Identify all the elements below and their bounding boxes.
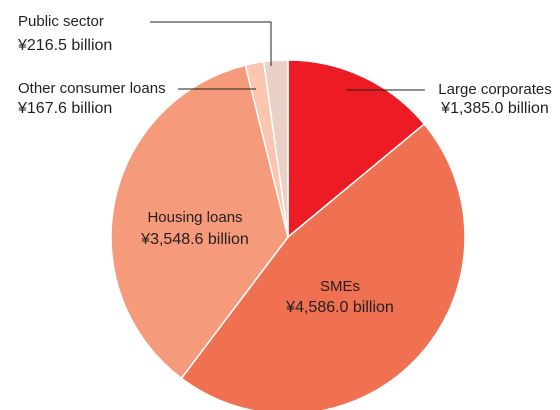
- slice-label: Other consumer loans: [18, 80, 166, 97]
- pie-slice: [262, 59, 289, 238]
- leader-line: [150, 21, 272, 66]
- value-label: ¥4,586.0 billion: [285, 299, 394, 316]
- value-label: ¥3,548.6 billion: [140, 231, 249, 248]
- slice-label: Public sector: [18, 13, 104, 30]
- pie-slice: [180, 122, 466, 410]
- pie: [110, 59, 466, 410]
- slice-label: Housing loans: [147, 209, 242, 226]
- slice-label: SMEs: [320, 278, 360, 295]
- value-label: ¥1,385.0 billion: [440, 100, 549, 117]
- value-label: ¥216.5 billion: [17, 37, 112, 54]
- slice-label: Large corporates: [438, 81, 551, 98]
- pie-slice: [287, 59, 426, 239]
- value-label: ¥167.6 billion: [17, 100, 112, 117]
- pie-slice: [110, 64, 289, 380]
